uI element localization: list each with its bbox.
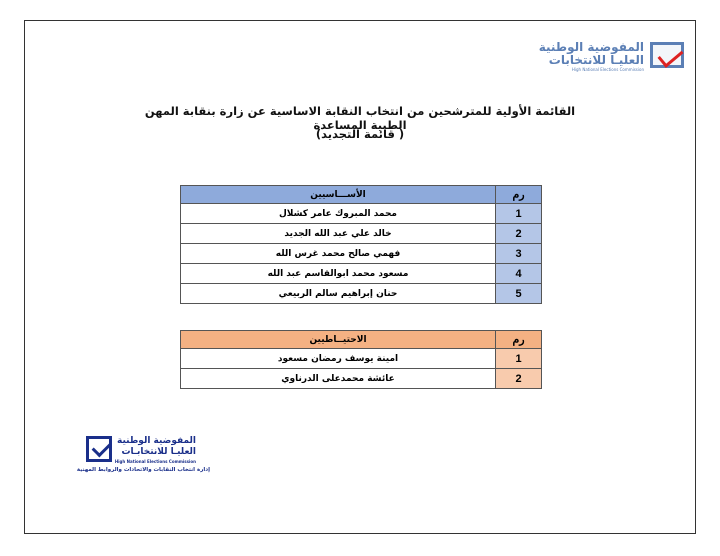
logo-text-english: High National Elections Commission	[571, 67, 644, 72]
logo-text-english: High National Elections Commission	[114, 459, 196, 464]
row-number: 1	[495, 348, 542, 369]
header-number: رم	[495, 185, 542, 204]
hnec-logo-top: المفوضية الوطنية العليـا للانتخابات High…	[532, 40, 684, 72]
logo-text: العليـا للانتخابـات	[121, 447, 197, 457]
table-row: 3 فهمي صالح محمد غرس الله	[180, 243, 542, 264]
primary-candidates-table: رم الأســـاسيين 1 محمد المبروك عامر كشلال…	[180, 185, 542, 304]
hnec-logo-bottom: المفوضية الوطنية العليـا للانتخابـات Hig…	[77, 434, 210, 478]
document-title: القائمة الأولية للمترشحين من انتخاب النق…	[144, 104, 576, 132]
row-number: 2	[495, 223, 542, 244]
table-row: 4 مسعود محمد ابوالقاسم عبد الله	[180, 263, 542, 284]
table-row: 2 عائشة محمدعلى الدرناوي	[180, 368, 542, 389]
table-header-row: رم الاحتيــاطيين	[180, 330, 542, 349]
row-number: 4	[495, 263, 542, 284]
candidate-name: خالد علي عبد الله الجديد	[180, 223, 496, 244]
candidate-name: مسعود محمد ابوالقاسم عبد الله	[180, 263, 496, 284]
row-number: 5	[495, 283, 542, 304]
header-name: الاحتيــاطيين	[180, 330, 496, 349]
ballot-check-icon	[86, 436, 112, 462]
candidate-name: حنان إبراهيم سالم الربيعي	[180, 283, 496, 304]
logo-text: العليـا للانتخابات	[548, 53, 644, 67]
row-number: 3	[495, 243, 542, 264]
document-subtitle: ( قائمة التجديد)	[315, 127, 405, 141]
header-name: الأســـاسيين	[180, 185, 496, 204]
row-number: 2	[495, 368, 542, 389]
candidate-name: فهمي صالح محمد غرس الله	[180, 243, 496, 264]
table-row: 5 حنان إبراهيم سالم الربيعي	[180, 283, 542, 304]
header-number: رم	[495, 330, 542, 349]
table-header-row: رم الأســـاسيين	[180, 185, 542, 204]
ballot-check-icon	[650, 42, 684, 68]
candidate-name: امينة يوسف رمضان مسعود	[180, 348, 496, 369]
department-name: إدارة انتخاب النقابات والاتحادات والرواب…	[76, 467, 210, 473]
logo-text: المفوضية الوطنية	[117, 436, 196, 446]
logo-text: المفوضية الوطنية	[538, 40, 644, 54]
table-row: 1 امينة يوسف رمضان مسعود	[180, 348, 542, 369]
table-row: 2 خالد علي عبد الله الجديد	[180, 223, 542, 244]
candidate-name: محمد المبروك عامر كشلال	[180, 203, 496, 224]
candidate-name: عائشة محمدعلى الدرناوي	[180, 368, 496, 389]
row-number: 1	[495, 203, 542, 224]
page-frame	[24, 20, 696, 534]
table-row: 1 محمد المبروك عامر كشلال	[180, 203, 542, 224]
reserve-candidates-table: رم الاحتيــاطيين 1 امينة يوسف رمضان مسعود…	[180, 330, 542, 389]
